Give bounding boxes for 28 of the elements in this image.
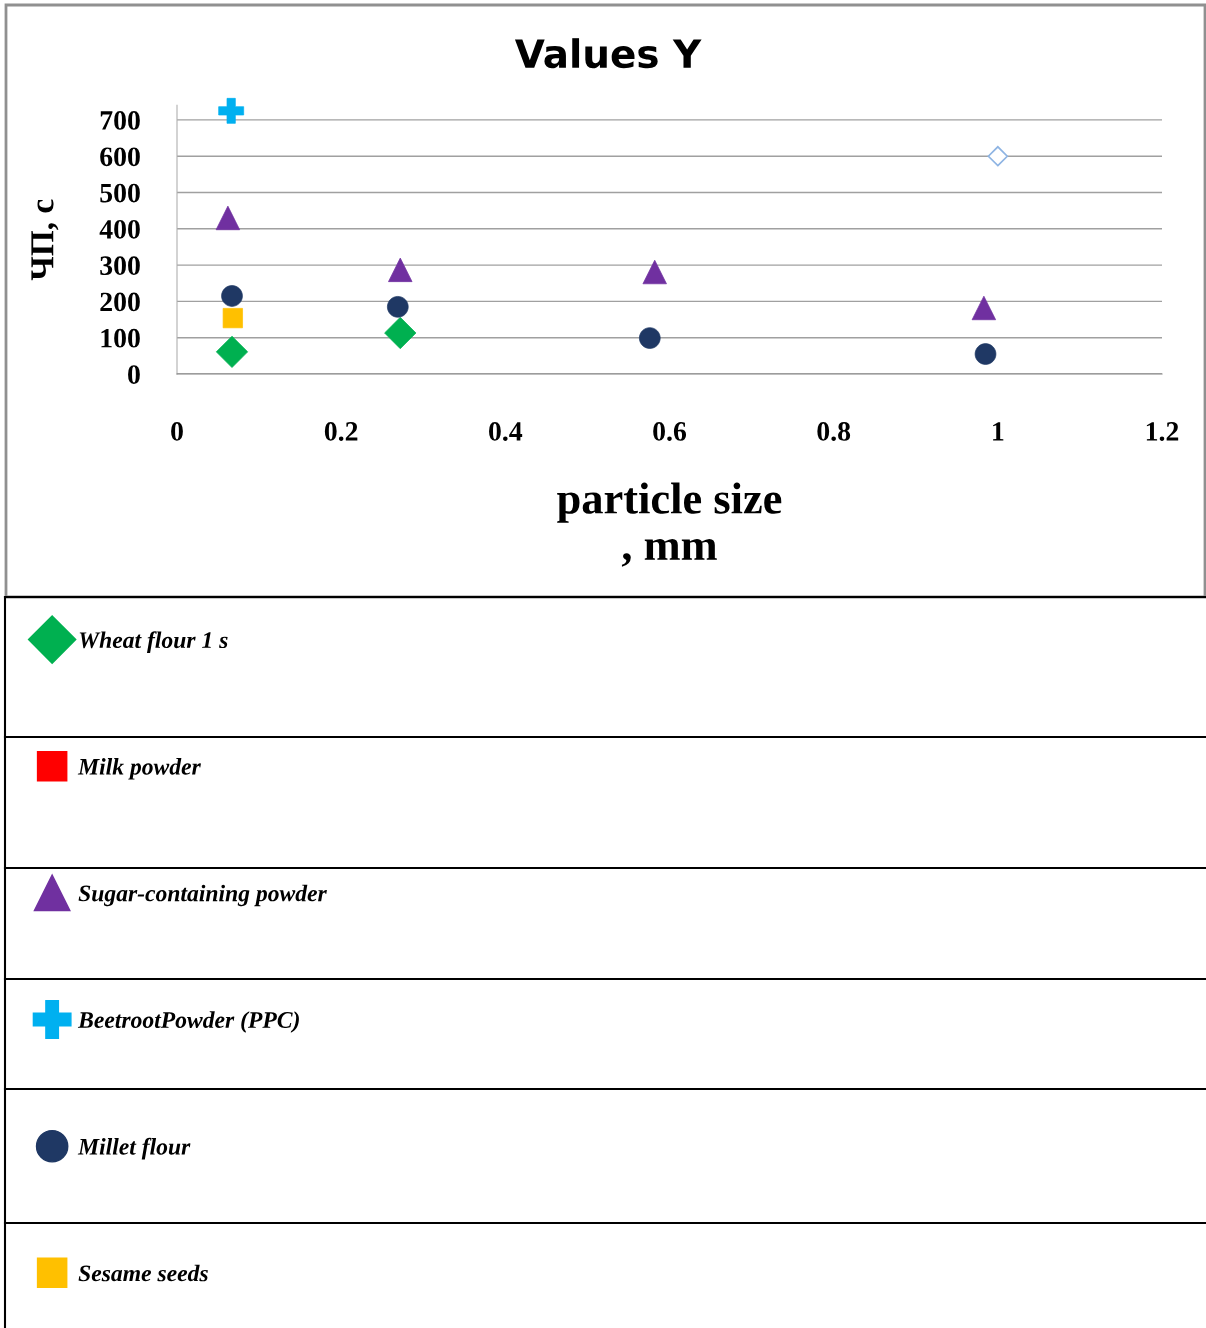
legend-label: Wheat flour 1 s xyxy=(79,631,228,653)
legend-label: Millet flour xyxy=(77,1137,191,1160)
x-tick-label: 0.4 xyxy=(489,422,523,441)
y-tick-label: 600 xyxy=(100,147,140,167)
y-tick-label: 200 xyxy=(100,292,140,312)
y-axis-title: ЧП, с xyxy=(31,199,59,281)
point xyxy=(215,335,249,368)
y-tick-label: 100 xyxy=(101,328,140,348)
legend-label: Sesame seeds xyxy=(78,1264,208,1282)
x-tick-label: 0.6 xyxy=(653,422,687,441)
y-tick-label: 400 xyxy=(99,219,140,239)
x-tick-label: 0.8 xyxy=(817,422,851,441)
point xyxy=(987,145,1009,167)
x-axis-title: particle size , mm xyxy=(557,482,782,567)
point xyxy=(971,295,997,321)
point xyxy=(384,316,417,350)
x-tick-label: 0.2 xyxy=(324,422,358,441)
y-tick-label: 700 xyxy=(100,111,140,130)
x-tick-label: 1 xyxy=(993,422,1004,441)
x-tick-label: 0 xyxy=(171,422,183,441)
y-tick-label: 0 xyxy=(128,365,140,384)
y-tick-label: 500 xyxy=(100,183,140,203)
y-tick-label: 300 xyxy=(100,256,140,276)
legend-label: Sugar-containing powder xyxy=(78,884,327,907)
legend-label: BeetrootPowder (PPC) xyxy=(77,1011,299,1033)
x-tick-label: 1.2 xyxy=(1146,422,1179,441)
chart-title: Values Y xyxy=(514,38,702,69)
legend-label: Milk powder xyxy=(77,758,201,780)
